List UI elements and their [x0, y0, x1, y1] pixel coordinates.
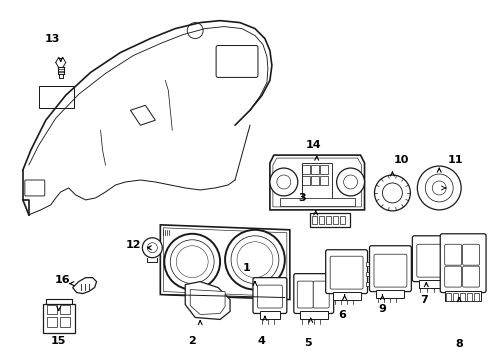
Text: 2: 2 [188, 336, 196, 346]
Bar [301, 163, 331, 203]
FancyBboxPatch shape [462, 244, 479, 265]
Bar [319, 165, 327, 174]
Text: 12: 12 [125, 240, 141, 250]
Circle shape [164, 234, 220, 289]
Circle shape [425, 174, 452, 202]
Polygon shape [163, 228, 286, 297]
Bar [299, 311, 327, 319]
Bar [309, 213, 349, 227]
Text: 9: 9 [378, 305, 386, 315]
Bar [332, 216, 337, 224]
Circle shape [382, 183, 402, 203]
FancyBboxPatch shape [25, 180, 45, 196]
Circle shape [224, 230, 285, 289]
Bar [332, 292, 360, 300]
Bar [260, 311, 279, 319]
Circle shape [431, 181, 446, 195]
Bar [452, 293, 457, 301]
Circle shape [374, 175, 409, 211]
Bar [310, 165, 318, 174]
Bar [301, 165, 309, 174]
Bar [318, 216, 323, 224]
Circle shape [237, 242, 272, 278]
Polygon shape [190, 289, 224, 315]
Bar [365, 282, 370, 285]
FancyBboxPatch shape [257, 285, 282, 308]
FancyBboxPatch shape [411, 236, 450, 282]
Circle shape [187, 23, 203, 39]
Bar [319, 176, 327, 185]
FancyBboxPatch shape [444, 244, 461, 265]
Circle shape [343, 175, 357, 189]
Polygon shape [269, 155, 364, 210]
Text: 8: 8 [454, 339, 462, 349]
FancyBboxPatch shape [252, 278, 286, 314]
Polygon shape [160, 225, 289, 300]
Bar [365, 262, 370, 266]
Text: 15: 15 [51, 336, 66, 346]
Polygon shape [73, 278, 96, 293]
Circle shape [416, 166, 460, 210]
Text: 16: 16 [55, 275, 70, 285]
Circle shape [142, 238, 162, 258]
Text: 13: 13 [45, 33, 61, 44]
FancyBboxPatch shape [293, 274, 333, 314]
Bar [419, 280, 443, 288]
Circle shape [269, 168, 297, 196]
Polygon shape [185, 282, 229, 319]
Text: 7: 7 [420, 294, 427, 305]
Text: 5: 5 [304, 338, 311, 348]
Text: 6: 6 [338, 310, 346, 320]
Bar [60, 305, 69, 315]
Text: 11: 11 [447, 155, 462, 165]
Circle shape [176, 246, 208, 278]
FancyBboxPatch shape [462, 266, 479, 287]
Polygon shape [272, 158, 361, 207]
Text: 14: 14 [305, 140, 321, 150]
Text: 1: 1 [243, 263, 250, 273]
Bar [365, 272, 370, 276]
FancyBboxPatch shape [439, 234, 485, 293]
Text: 10: 10 [393, 155, 408, 165]
FancyBboxPatch shape [369, 246, 410, 292]
Bar [446, 293, 450, 301]
Bar [444, 291, 480, 301]
Text: 4: 4 [258, 336, 265, 346]
FancyBboxPatch shape [313, 281, 328, 308]
FancyBboxPatch shape [325, 250, 367, 293]
Circle shape [230, 236, 278, 284]
Circle shape [170, 240, 214, 284]
Circle shape [147, 243, 157, 253]
Bar [279, 198, 354, 206]
Bar [42, 303, 75, 333]
FancyBboxPatch shape [329, 256, 362, 289]
Circle shape [276, 175, 290, 189]
Bar [311, 216, 316, 224]
Circle shape [336, 168, 364, 196]
Bar [47, 318, 57, 328]
Bar [39, 86, 74, 108]
Bar [376, 289, 404, 298]
FancyBboxPatch shape [297, 281, 313, 308]
Bar [466, 293, 471, 301]
FancyBboxPatch shape [373, 254, 406, 287]
Bar [473, 293, 478, 301]
Bar [325, 216, 330, 224]
Bar [459, 293, 464, 301]
Text: 3: 3 [297, 193, 305, 203]
FancyBboxPatch shape [416, 244, 446, 277]
Bar [310, 176, 318, 185]
Bar [339, 216, 344, 224]
FancyBboxPatch shape [216, 45, 258, 77]
Polygon shape [130, 105, 155, 125]
FancyBboxPatch shape [444, 266, 461, 287]
Bar [301, 176, 309, 185]
Bar [60, 318, 69, 328]
Bar [47, 305, 57, 315]
